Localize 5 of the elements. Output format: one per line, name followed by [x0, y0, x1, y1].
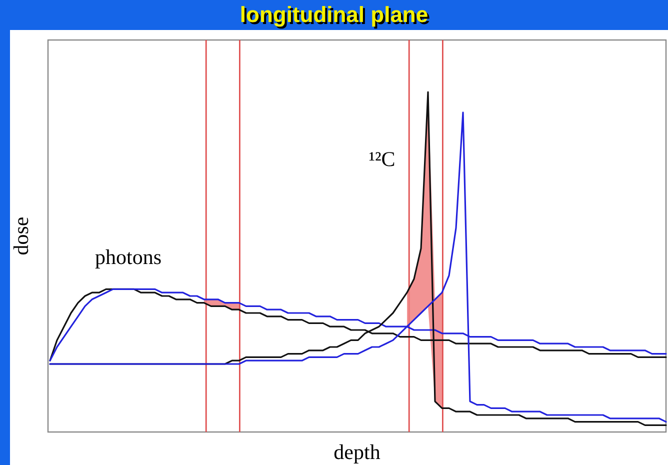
x-axis-title: depth [334, 440, 381, 464]
annotation: ¹²C [368, 147, 396, 171]
chart-title: longitudinal plane [242, 4, 430, 29]
annotation: photons [95, 245, 162, 269]
y-axis-title: dose [9, 216, 33, 256]
